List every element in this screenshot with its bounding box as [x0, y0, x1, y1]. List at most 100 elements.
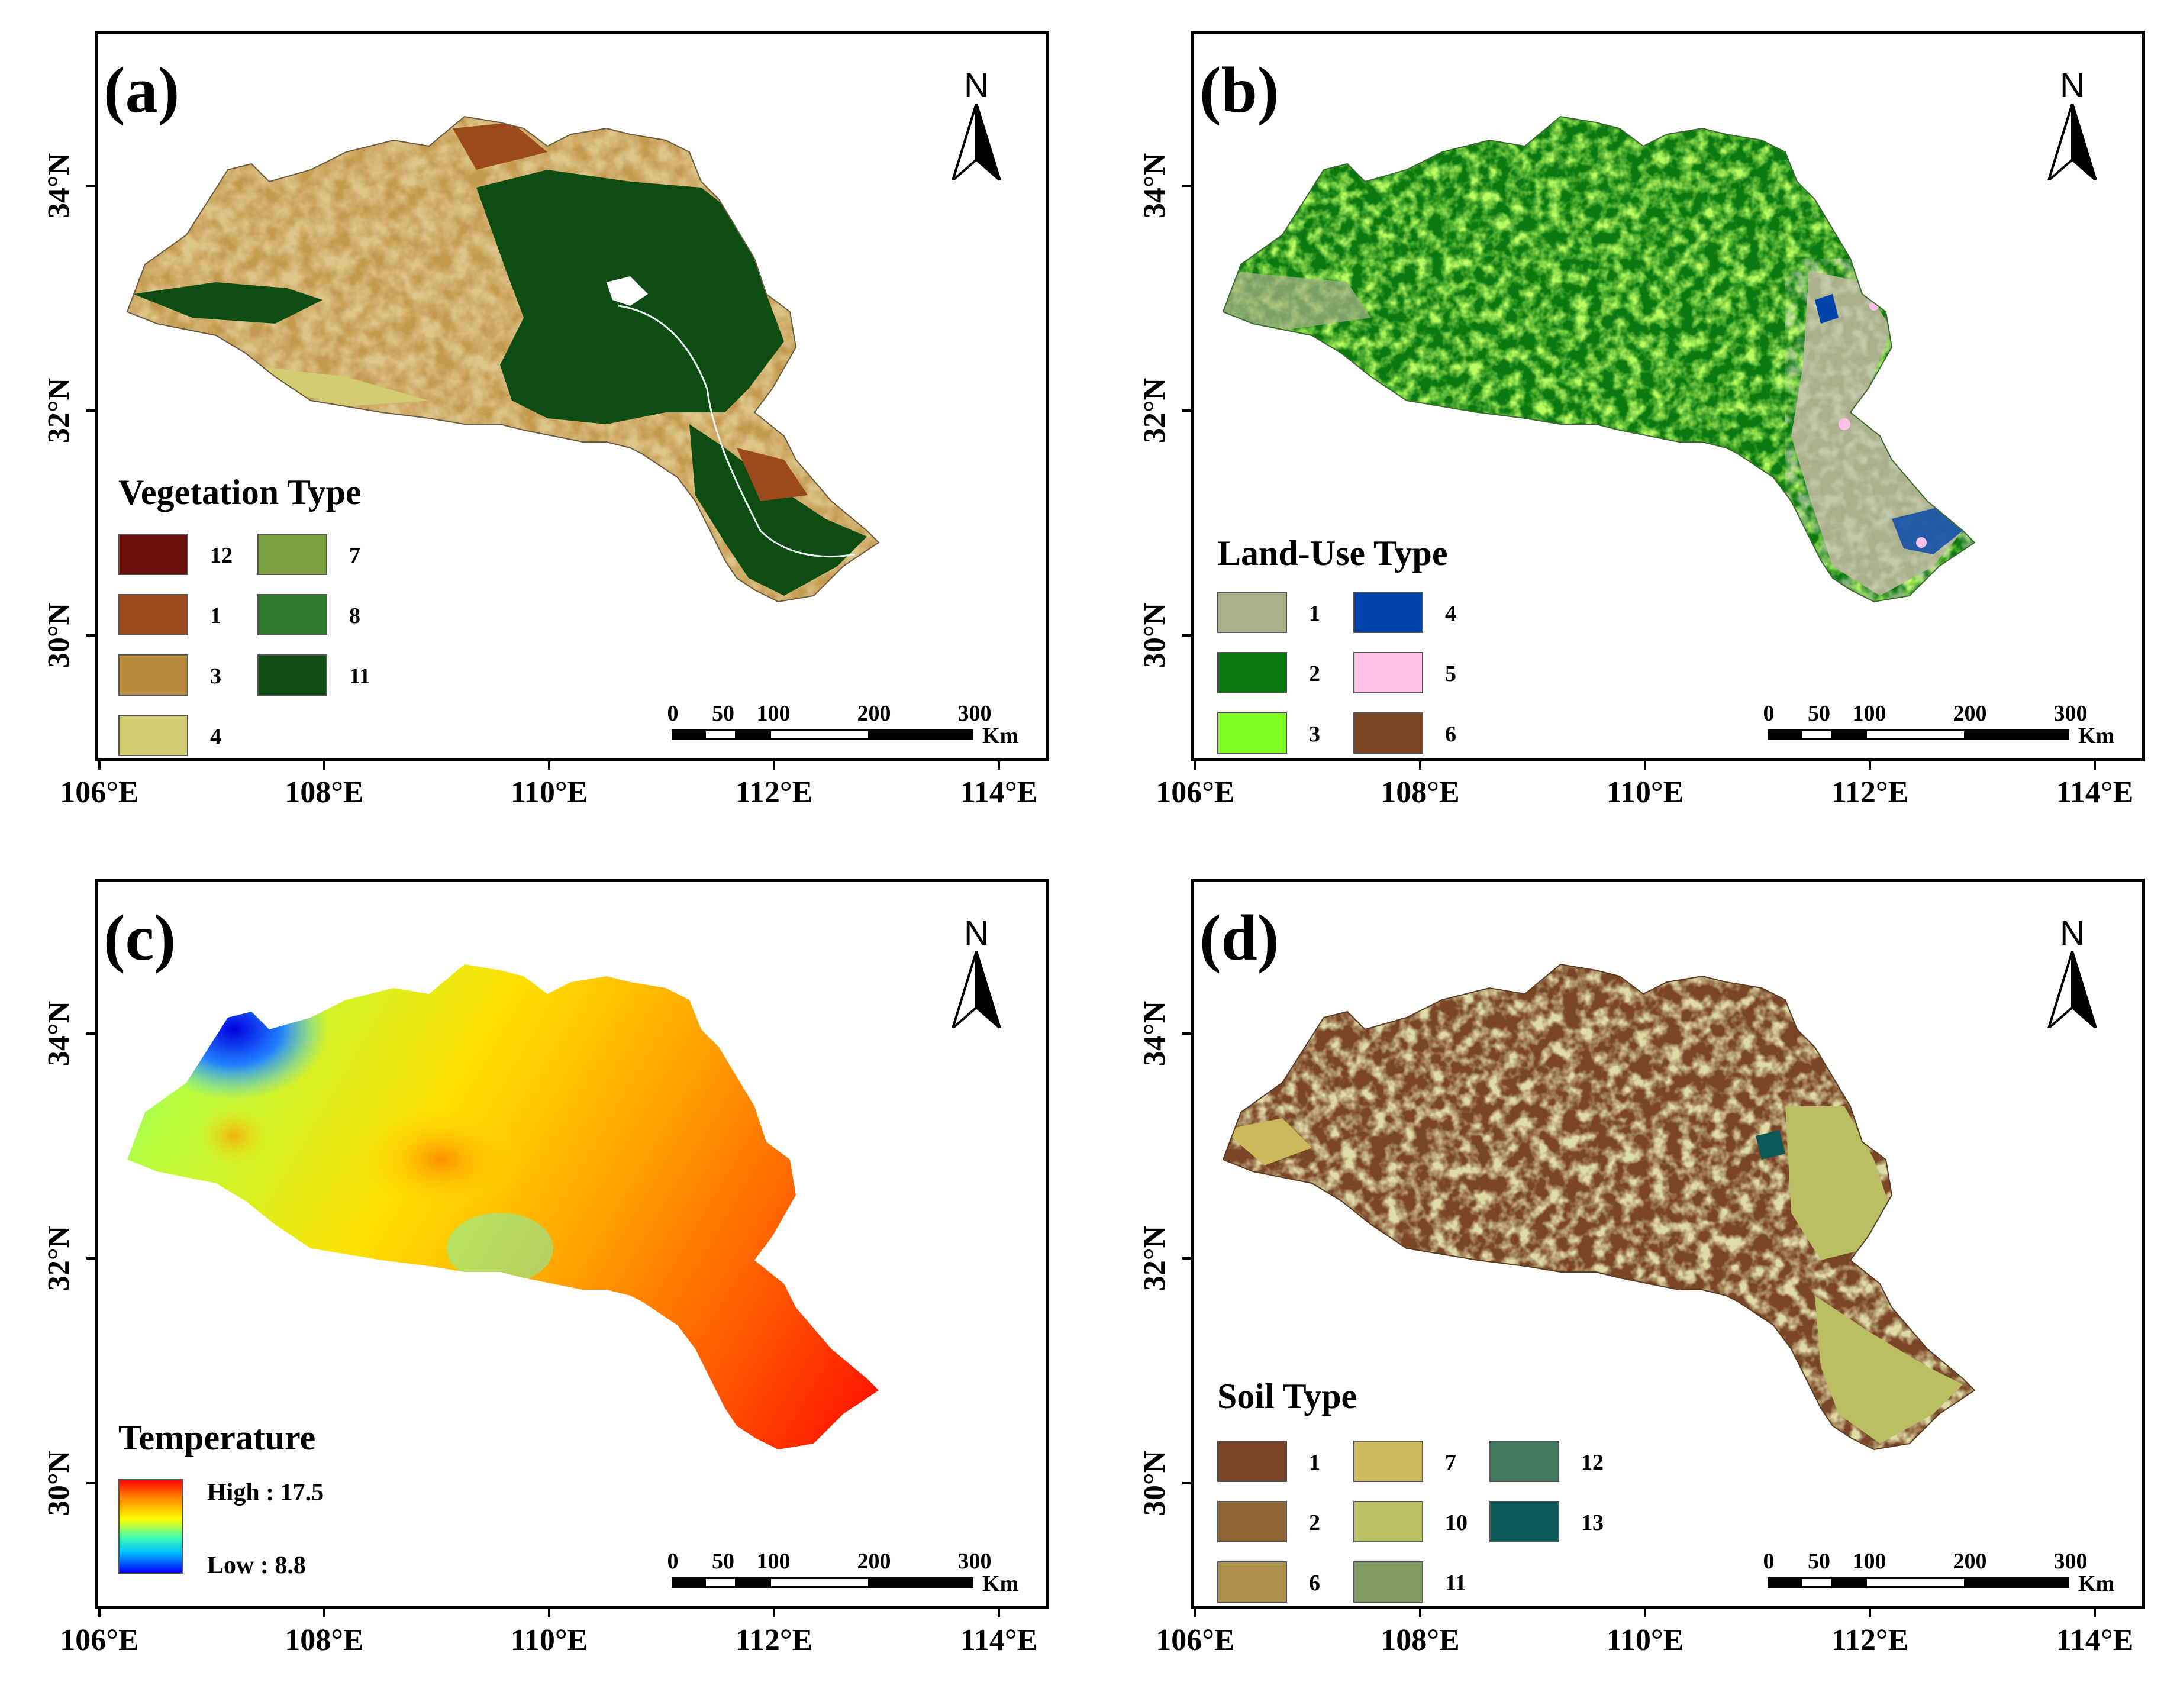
x-axis-label: 114°E: [960, 776, 1038, 809]
scale-tick-label: 300: [2053, 701, 2088, 726]
legend-swatch: [1217, 1561, 1287, 1603]
land-use-map: [1222, 115, 1976, 603]
legend-swatch: [1217, 712, 1287, 754]
panel-label: (b): [1199, 54, 1279, 126]
y-axis-label: 34°N: [42, 153, 76, 219]
scale-tick-label: 0: [667, 1549, 679, 1574]
legend-title: Soil Type: [1217, 1377, 1357, 1416]
x-axis-tick: [773, 1609, 775, 1617]
legend-code: 10: [1445, 1510, 1468, 1535]
legend-swatch: [1217, 592, 1287, 633]
temperature-map: [127, 964, 879, 1449]
x-axis-tick: [998, 761, 1000, 770]
scale-tick-label: 300: [957, 701, 992, 726]
legend-title: Temperature: [118, 1418, 316, 1457]
legend-code: 2: [1309, 1510, 1320, 1535]
x-axis-tick: [1194, 761, 1196, 770]
legend-code: 7: [1445, 1450, 1456, 1475]
scale-segment: [704, 1577, 737, 1588]
scale-tick-label: 100: [1852, 1549, 1886, 1574]
scale-segment: [1800, 729, 1833, 740]
legend-swatch: [1353, 1561, 1423, 1603]
y-axis-tick: [1182, 185, 1191, 187]
y-axis-tick: [86, 634, 95, 637]
legend-swatch: [1353, 592, 1423, 633]
legend-code: 2: [1309, 661, 1320, 686]
scale-unit: Km: [982, 724, 1019, 748]
x-axis-tick: [323, 761, 325, 770]
scale-unit: Km: [2078, 724, 2115, 748]
y-axis-tick: [86, 409, 95, 412]
x-axis-tick: [1194, 1609, 1196, 1617]
scale-bar: 0 50 100 200 300 Km: [667, 1549, 1019, 1595]
x-axis-tick: [98, 1609, 101, 1617]
y-axis-label: 30°N: [1138, 602, 1172, 669]
north-arrow-icon: N: [950, 68, 1003, 186]
scale-tick-label: 200: [1953, 701, 1987, 726]
y-axis-tick: [86, 1482, 95, 1484]
legend-swatch: [1489, 1501, 1559, 1542]
scale-tick-label: 200: [857, 701, 891, 726]
y-axis-label: 34°N: [42, 1000, 76, 1067]
scale-segment: [870, 729, 973, 740]
scale-segment: [769, 729, 870, 740]
x-axis-tick: [98, 761, 101, 770]
scale-bar: 0 50 100 200 300 Km: [667, 701, 1019, 747]
legend-code: 3: [1309, 722, 1320, 747]
x-axis-label: 110°E: [1606, 776, 1684, 809]
north-arrow-icon: N: [2046, 916, 2099, 1034]
legend-code: 13: [1581, 1510, 1604, 1535]
y-axis-tick: [1182, 1482, 1191, 1484]
x-axis-label: 110°E: [510, 1623, 588, 1657]
map-panel-land-use: (b) N Land-Use Type 1 2 3 4 5 6 0 50 100 200 300 K…: [1191, 31, 2145, 761]
scale-tick-label: 100: [756, 1549, 791, 1574]
legend-code: 8: [349, 603, 360, 628]
scale-tick-label: 100: [756, 701, 791, 726]
legend-code: 4: [1445, 601, 1456, 626]
north-arrow-icon: N: [2046, 68, 2099, 186]
y-axis-tick: [86, 185, 95, 187]
legend-swatch: [1353, 1441, 1423, 1482]
scale-tick-label: 100: [1852, 701, 1886, 726]
panel-label: (c): [104, 902, 176, 974]
legend-swatch: [1217, 1441, 1287, 1482]
y-axis-label: 30°N: [42, 1450, 76, 1516]
x-axis-label: 112°E: [735, 1623, 813, 1657]
scale-tick-label: 50: [712, 1549, 734, 1574]
x-axis-tick: [1644, 1609, 1646, 1617]
north-label: N: [964, 66, 989, 105]
scale-tick-label: 50: [1808, 701, 1830, 726]
x-axis-label: 112°E: [1831, 1623, 1909, 1657]
x-axis-label: 114°E: [2056, 776, 2134, 809]
north-arrow-icon: N: [950, 916, 1003, 1034]
vegetation-map: [126, 115, 880, 603]
panel-label: (d): [1199, 902, 1279, 974]
y-axis-tick: [1182, 634, 1191, 637]
x-axis-tick: [323, 1609, 325, 1617]
scale-segment: [1833, 1577, 1865, 1588]
scale-segment: [1768, 1577, 1800, 1588]
legend-swatch: [118, 594, 188, 635]
legend-swatch: [257, 594, 327, 635]
x-axis-label: 112°E: [735, 776, 813, 809]
scale-segment: [737, 1577, 769, 1588]
legend-swatch: [118, 715, 188, 756]
y-axis-tick: [1182, 1032, 1191, 1035]
north-label: N: [2060, 914, 2085, 953]
x-axis-tick: [1644, 761, 1646, 770]
scale-segment: [737, 729, 769, 740]
scale-segment: [870, 1577, 973, 1588]
map-panel-soil: (d) N Soil Type 1 2 6 7 10 11 12 13 0 50 100 200 30…: [1191, 879, 2145, 1609]
y-axis-label: 32°N: [42, 377, 76, 444]
panel-label: (a): [104, 54, 180, 126]
x-axis-tick: [2094, 1609, 2096, 1617]
x-axis-label: 106°E: [1156, 776, 1235, 809]
scale-segment: [1800, 1577, 1833, 1588]
x-axis-tick: [773, 761, 775, 770]
x-axis-tick: [1419, 761, 1421, 770]
scale-segment: [1865, 729, 1966, 740]
legend-code: 11: [349, 664, 370, 689]
legend-swatch: [1353, 712, 1423, 754]
scale-segment: [1966, 729, 2069, 740]
scale-segment: [1966, 1577, 2069, 1588]
